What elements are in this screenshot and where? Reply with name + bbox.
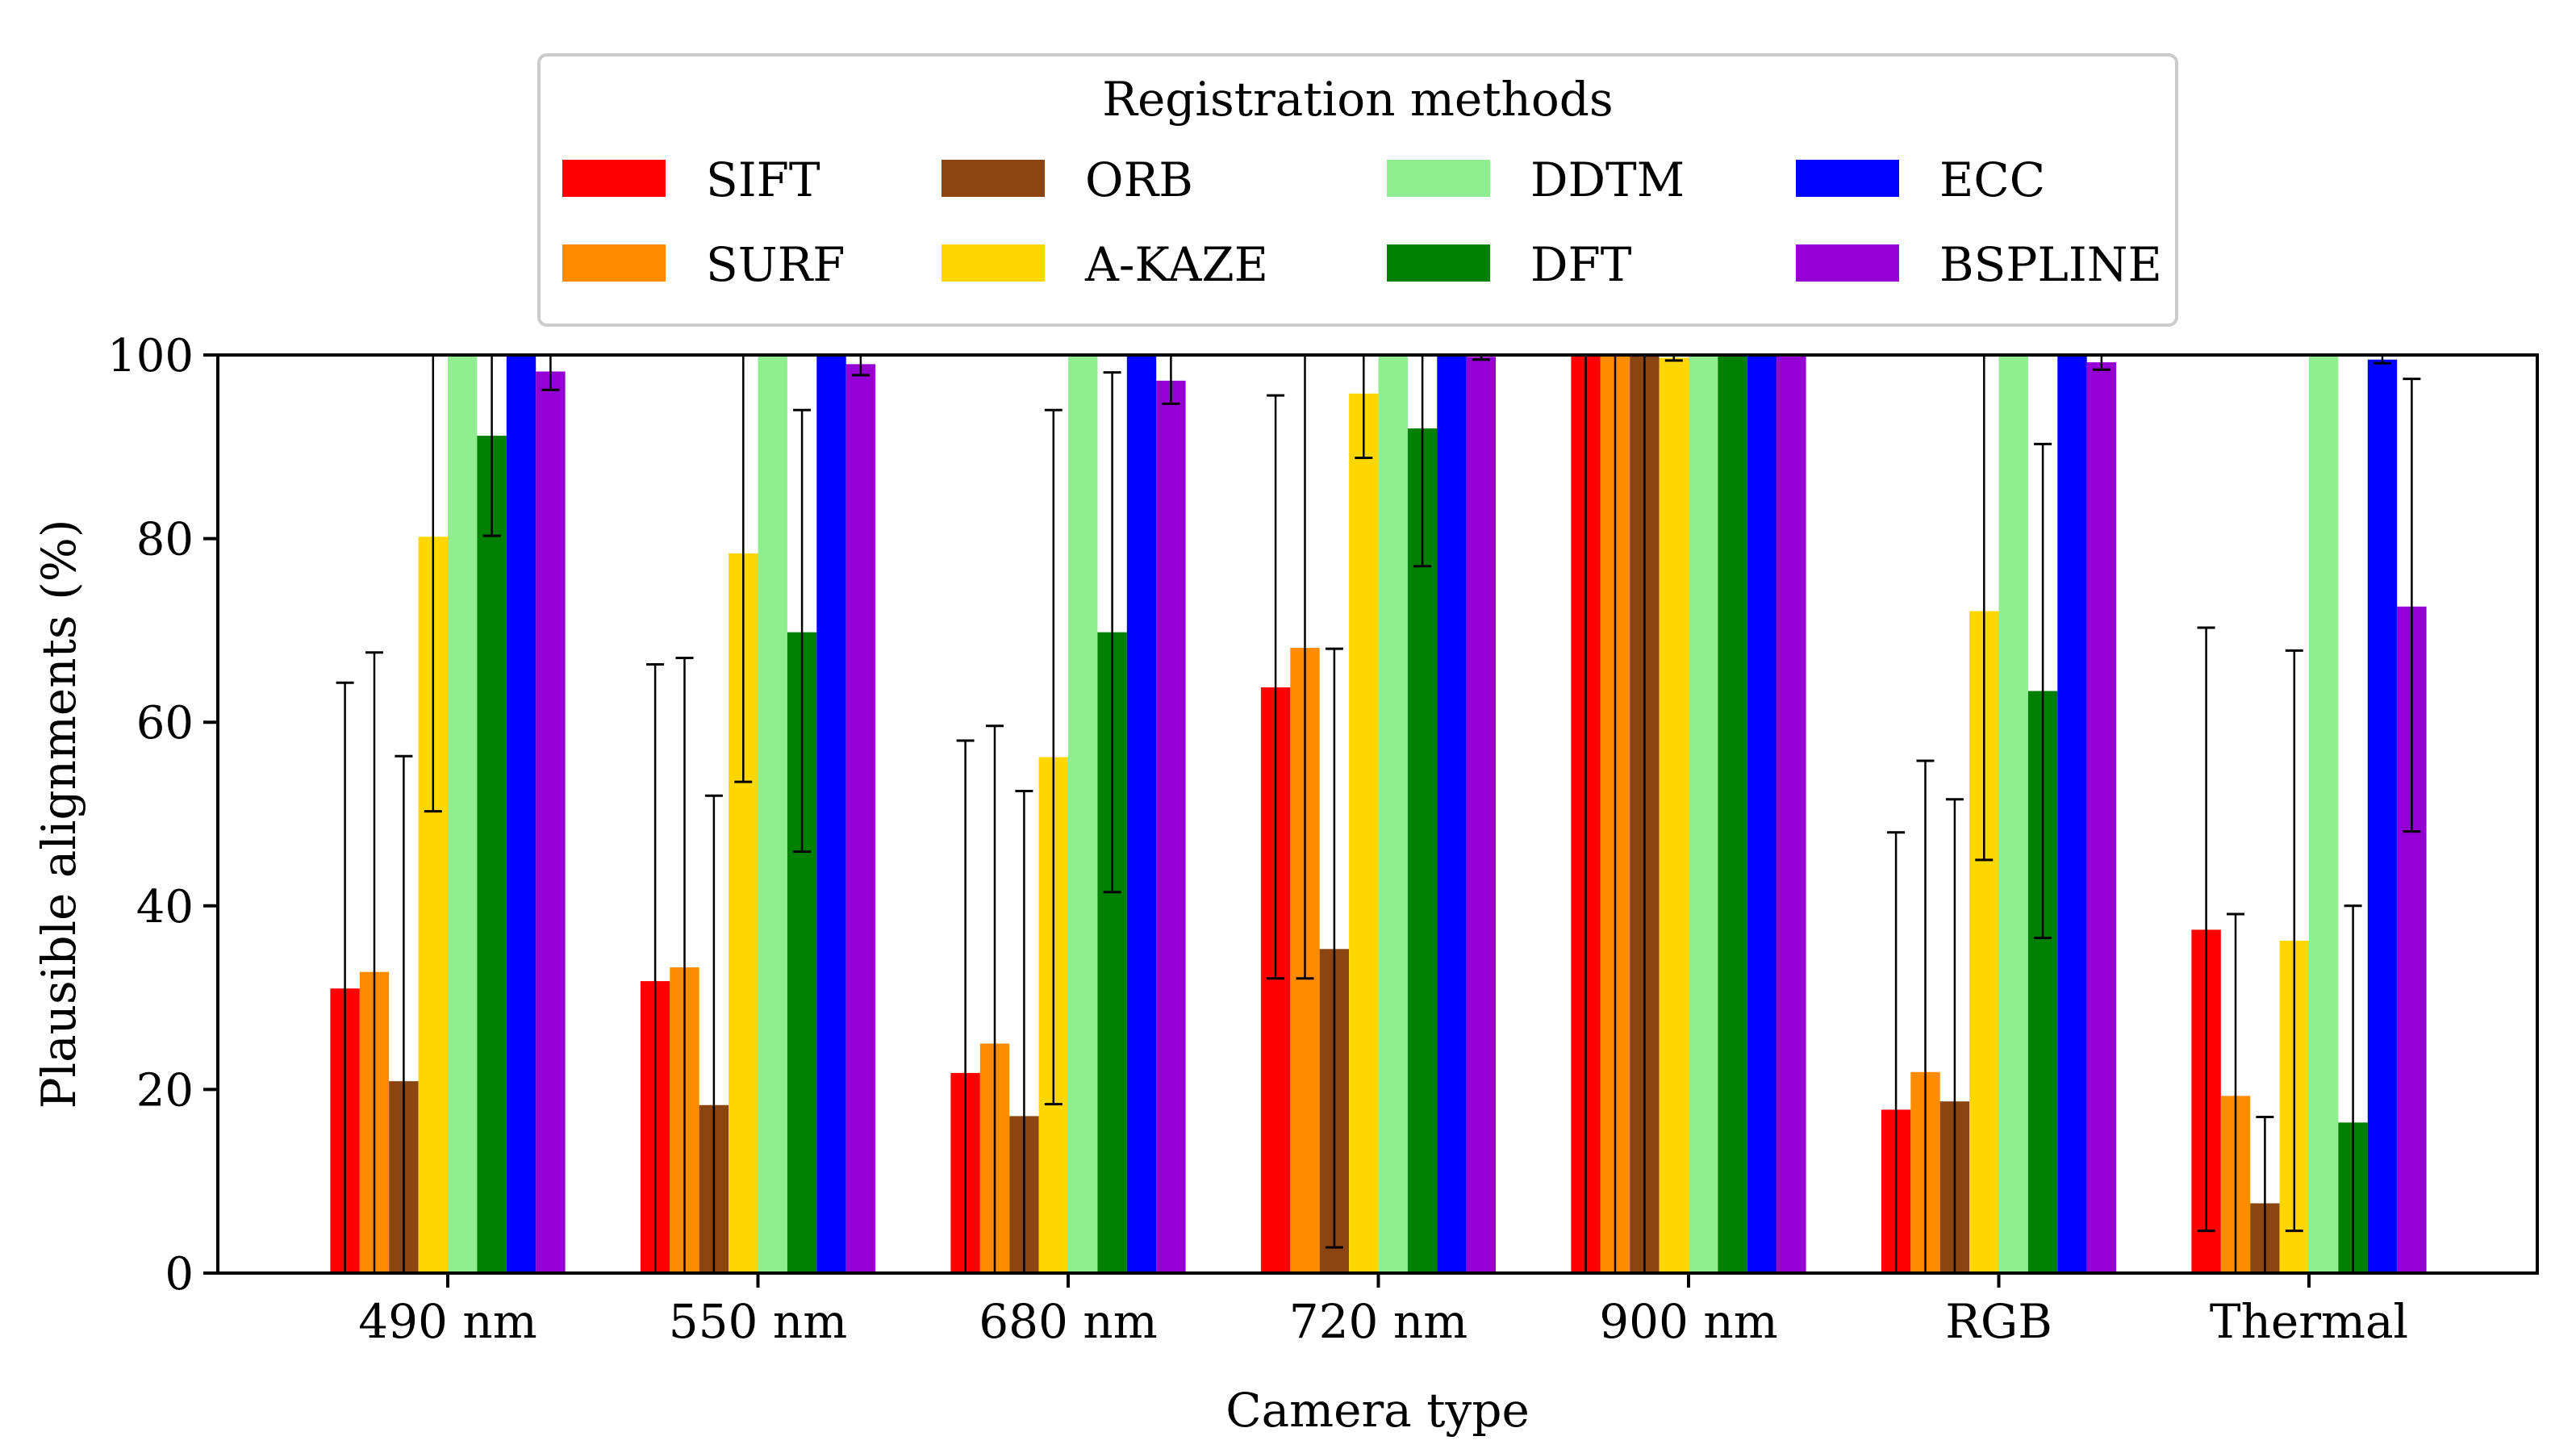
error-bar-dft-680-nm — [1103, 371, 1121, 894]
bar-a-kaze-720-nm — [1349, 393, 1379, 1273]
legend-item-orb: ORB — [941, 152, 1193, 207]
legend-swatch-surf — [562, 244, 666, 282]
bar-ecc-490-nm — [506, 355, 536, 1273]
legend-item-sift: SIFT — [562, 152, 820, 207]
error-bar-sift-720-nm — [1267, 394, 1285, 980]
error-bar-bspline-thermal — [2403, 378, 2421, 833]
x-tick-label-680-nm: 680 nm — [979, 1294, 1158, 1349]
bar-bspline-550-nm — [845, 364, 876, 1273]
legend-label-a-kaze: A-KAZE — [1084, 237, 1268, 292]
y-tick-label-60: 60 — [136, 697, 194, 749]
legend: Registration methods SIFT SURF ORB A-KAZE DD… — [537, 53, 2178, 327]
bar-ddtm-490-nm — [448, 355, 478, 1273]
bar-bspline-720-nm — [1466, 357, 1497, 1273]
x-tick-label-490-nm: 490 nm — [358, 1294, 537, 1349]
legend-swatch-ddtm — [1387, 160, 1490, 197]
y-axis-label: Plausible alignments (%) — [31, 520, 86, 1109]
x-axis: 490 nm 550 nm 680 nm 720 nm 900 nm RGB Thermal — [358, 1273, 2408, 1349]
legend-item-ecc: ECC — [1796, 152, 2045, 207]
legend-label-orb: ORB — [1085, 152, 1193, 207]
x-tick-label-rgb: RGB — [1945, 1294, 2052, 1349]
bar-bspline-490-nm — [536, 371, 566, 1273]
bar-bspline-rgb — [2086, 362, 2117, 1273]
y-tick-label-100: 100 — [107, 330, 194, 382]
legend-item-bspline: BSPLINE — [1796, 237, 2162, 292]
bar-ecc-thermal — [2367, 359, 2398, 1274]
error-bar-dft-550-nm — [793, 408, 812, 854]
y-tick-label-40: 40 — [136, 881, 194, 933]
error-bar-orb-720-nm — [1325, 647, 1343, 1249]
error-bar-sift-thermal — [2197, 626, 2215, 1233]
y-tick-label-0: 0 — [165, 1248, 194, 1301]
bar-bspline-900-nm — [1776, 355, 1806, 1273]
x-tick-label-900-nm: 900 nm — [1599, 1294, 1778, 1349]
legend-label-ecc: ECC — [1939, 152, 2045, 207]
legend-item-ddtm: DDTM — [1387, 152, 1685, 207]
bar-bspline-680-nm — [1156, 380, 1186, 1273]
bar-ecc-900-nm — [1747, 355, 1777, 1273]
legend-label-ddtm: DDTM — [1530, 152, 1685, 207]
legend-swatch-ecc — [1796, 160, 1899, 197]
bar-ddtm-680-nm — [1068, 355, 1098, 1273]
legend-title: Registration methods — [1102, 72, 1613, 127]
bar-dft-900-nm — [1718, 355, 1747, 1273]
legend-item-dft: DFT — [1387, 237, 1632, 292]
legend-swatch-dft — [1387, 244, 1490, 282]
legend-item-surf: SURF — [562, 237, 845, 292]
bar-ddtm-thermal — [2309, 355, 2339, 1273]
bar-ddtm-550-nm — [758, 355, 787, 1273]
y-axis: 0 20 40 60 80 100 — [107, 330, 218, 1301]
error-bar-dft-rgb — [2034, 442, 2052, 940]
x-axis-label: Camera type — [1225, 1383, 1530, 1438]
bar-ecc-680-nm — [1126, 355, 1157, 1273]
bars-layer — [330, 355, 2427, 1274]
y-tick-label-80: 80 — [136, 514, 194, 566]
legend-swatch-a-kaze — [941, 244, 1045, 282]
legend-label-surf: SURF — [706, 237, 845, 292]
bar-ecc-550-nm — [816, 355, 846, 1273]
x-tick-label-thermal: Thermal — [2210, 1294, 2408, 1349]
bar-ddtm-900-nm — [1689, 355, 1718, 1273]
bar-ecc-rgb — [2057, 355, 2087, 1273]
x-tick-label-720-nm: 720 nm — [1289, 1294, 1468, 1349]
legend-item-a-kaze: A-KAZE — [941, 237, 1268, 292]
bar-dft-490-nm — [477, 436, 507, 1273]
bar-ddtm-720-nm — [1378, 355, 1408, 1273]
error-bar-a-kaze-thermal — [2285, 649, 2303, 1233]
legend-label-sift: SIFT — [706, 152, 820, 207]
legend-swatch-bspline — [1796, 244, 1899, 282]
legend-label-bspline: BSPLINE — [1939, 237, 2162, 292]
bar-dft-720-nm — [1407, 428, 1438, 1273]
y-tick-label-20: 20 — [136, 1064, 194, 1117]
legend-swatch-orb — [941, 160, 1045, 197]
error-bar-a-kaze-680-nm — [1044, 408, 1063, 1106]
bar-ecc-720-nm — [1437, 355, 1467, 1273]
x-tick-label-550-nm: 550 nm — [669, 1294, 848, 1349]
legend-swatch-sift — [562, 160, 666, 197]
legend-label-dft: DFT — [1530, 237, 1632, 292]
bar-ddtm-rgb — [1998, 355, 2028, 1273]
legend-items: SIFT SURF ORB A-KAZE DDTM DFT ECC BSPLINE — [562, 152, 2162, 292]
bar-a-kaze-900-nm — [1659, 357, 1689, 1273]
